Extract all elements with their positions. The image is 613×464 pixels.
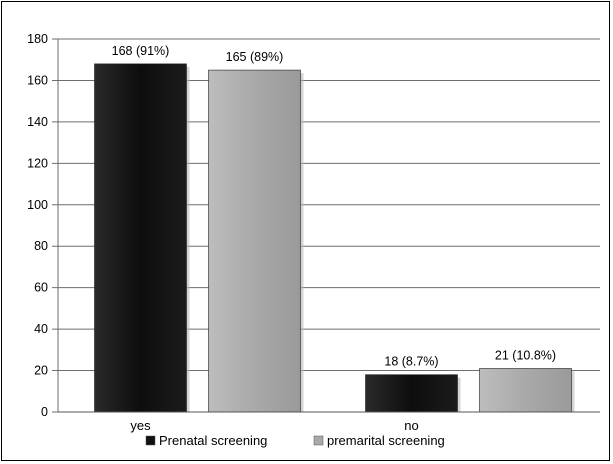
bar-prenatal-screening-no xyxy=(365,374,458,413)
y-tick-label: 160 xyxy=(27,73,48,87)
y-tick-label: 140 xyxy=(27,115,48,129)
y-tick-label: 40 xyxy=(34,322,48,336)
legend-swatch xyxy=(313,435,324,446)
y-tick-label: 20 xyxy=(34,364,48,378)
y-tick-label: 100 xyxy=(27,198,48,212)
data-label: 18 (8.7%) xyxy=(384,355,438,369)
y-axis: 0 20 40 60 80 100 120 140 160 180 xyxy=(27,32,59,419)
bars xyxy=(94,63,575,413)
y-tick-label: 60 xyxy=(34,281,48,295)
legend: Prenatal screening premarital screening xyxy=(145,433,445,448)
data-labels: 168 (91%) 165 (89%) 18 (8.7%) 21 (10.8%) xyxy=(112,44,556,369)
x-category-label: no xyxy=(404,418,418,433)
legend-swatch xyxy=(145,435,156,446)
legend-label: Prenatal screening xyxy=(159,433,267,448)
data-label: 168 (91%) xyxy=(112,44,170,58)
y-tick-label: 80 xyxy=(34,239,48,253)
y-tick-label: 0 xyxy=(41,405,48,419)
legend-label: premarital screening xyxy=(327,433,445,448)
data-label: 21 (10.8%) xyxy=(495,348,556,362)
bar-premarital-screening-no xyxy=(479,368,572,413)
y-tick-label: 120 xyxy=(27,156,48,170)
x-axis: yes no xyxy=(58,411,600,433)
bar-premarital-screening-yes xyxy=(208,69,301,413)
data-label: 165 (89%) xyxy=(226,50,284,64)
bar-prenatal-screening-yes xyxy=(94,63,187,413)
x-category-label: yes xyxy=(130,418,151,433)
y-tick-label: 180 xyxy=(27,32,48,46)
